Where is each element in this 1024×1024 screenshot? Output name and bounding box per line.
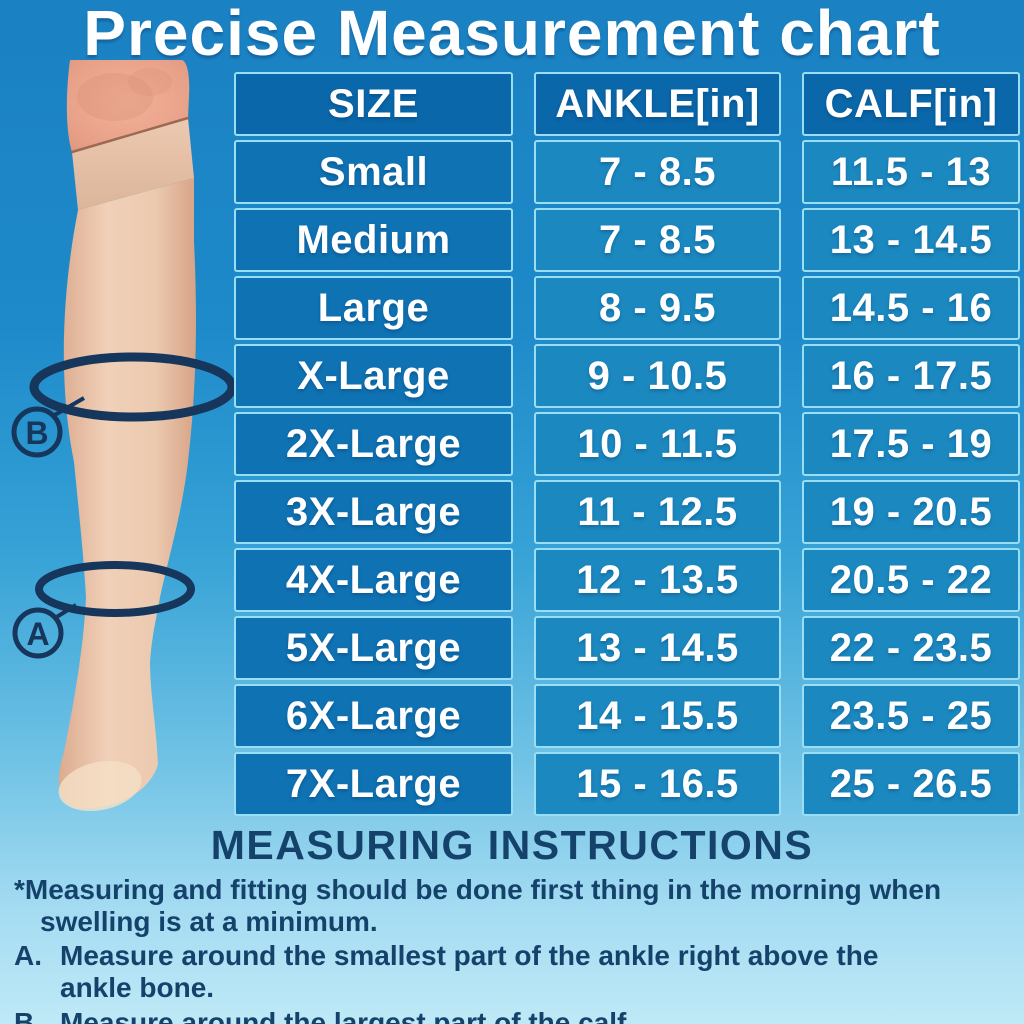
sock-band-edge	[70, 116, 190, 154]
instruction-item-a-text: Measure around the smallest part of the …	[60, 940, 879, 1003]
measuring-instructions-section: MEASURING INSTRUCTIONS *Measuring and fi…	[0, 822, 1024, 1024]
table-header-calf: CALF[in]	[802, 72, 1020, 136]
table-cell-size: 3X-Large	[234, 480, 513, 544]
table-cell-size: Large	[234, 276, 513, 340]
table-cell-calf: 16 - 17.5	[802, 344, 1020, 408]
instruction-item-b-text: Measure around the largest part of the c…	[60, 1006, 635, 1024]
leg-illustration-svg: B A	[11, 60, 237, 812]
table-cell-ankle: 11 - 12.5	[534, 480, 781, 544]
table-cell-size: X-Large	[234, 344, 513, 408]
knee-mottle	[128, 68, 172, 96]
table-cell-calf: 13 - 14.5	[802, 208, 1020, 272]
table-cell-ankle: 9 - 10.5	[534, 344, 781, 408]
table-cell-calf: 11.5 - 13	[802, 140, 1020, 204]
table-cell-size: Small	[234, 140, 513, 204]
leg-in-stocking	[58, 178, 196, 809]
sock-band	[72, 118, 194, 210]
table-cell-calf: 14.5 - 16	[802, 276, 1020, 340]
table-cell-ankle: 13 - 14.5	[534, 616, 781, 680]
instruction-item-b: B. Measure around the largest part of th…	[14, 1007, 1014, 1024]
instructions-note: *Measuring and fitting should be done fi…	[14, 874, 942, 937]
marker-a-label: A	[26, 616, 49, 652]
marker-b-connector	[51, 396, 86, 418]
table-cell-ankle: 12 - 13.5	[534, 548, 781, 612]
table-cell-size: 6X-Large	[234, 684, 513, 748]
knee-skin	[66, 60, 190, 152]
marker-b-label: B	[25, 415, 48, 451]
size-table: SIZE ANKLE[in] CALF[in] Small 7 - 8.5 11…	[234, 72, 1020, 816]
page-title: Precise Measurement chart	[83, 0, 941, 69]
table-cell-ankle: 14 - 15.5	[534, 684, 781, 748]
calf-measure-ellipse	[29, 352, 237, 422]
marker-a-connector	[53, 603, 78, 620]
table-cell-ankle: 15 - 16.5	[534, 752, 781, 816]
table-cell-calf: 17.5 - 19	[802, 412, 1020, 476]
instruction-item-a: A. Measure around the smallest part of t…	[14, 940, 1014, 1003]
table-cell-size: 5X-Large	[234, 616, 513, 680]
instructions-heading: MEASURING INSTRUCTIONS	[210, 822, 814, 868]
table-cell-ankle: 10 - 11.5	[534, 412, 781, 476]
toe-highlight	[58, 760, 142, 812]
instruction-item-a-label: A.	[14, 940, 42, 972]
table-cell-calf: 20.5 - 22	[802, 548, 1020, 612]
table-cell-size: Medium	[234, 208, 513, 272]
table-cell-calf: 19 - 20.5	[802, 480, 1020, 544]
table-cell-size: 2X-Large	[234, 412, 513, 476]
table-cell-calf: 23.5 - 25	[802, 684, 1020, 748]
knee-mottle	[77, 73, 153, 121]
table-cell-calf: 25 - 26.5	[802, 752, 1020, 816]
table-cell-size: 7X-Large	[234, 752, 513, 816]
table-cell-size: 4X-Large	[234, 548, 513, 612]
table-cell-calf: 22 - 23.5	[802, 616, 1020, 680]
table-cell-ankle: 7 - 8.5	[534, 140, 781, 204]
table-header-size: SIZE	[234, 72, 513, 136]
leg-illustration: B A	[0, 52, 237, 842]
marker-b-circle	[11, 406, 63, 458]
instruction-item-b-label: B.	[14, 1006, 42, 1024]
marker-a-circle	[12, 607, 64, 659]
table-header-ankle: ANKLE[in]	[534, 72, 781, 136]
ankle-measure-ellipse	[35, 561, 195, 617]
table-cell-ankle: 8 - 9.5	[534, 276, 781, 340]
table-cell-ankle: 7 - 8.5	[534, 208, 781, 272]
